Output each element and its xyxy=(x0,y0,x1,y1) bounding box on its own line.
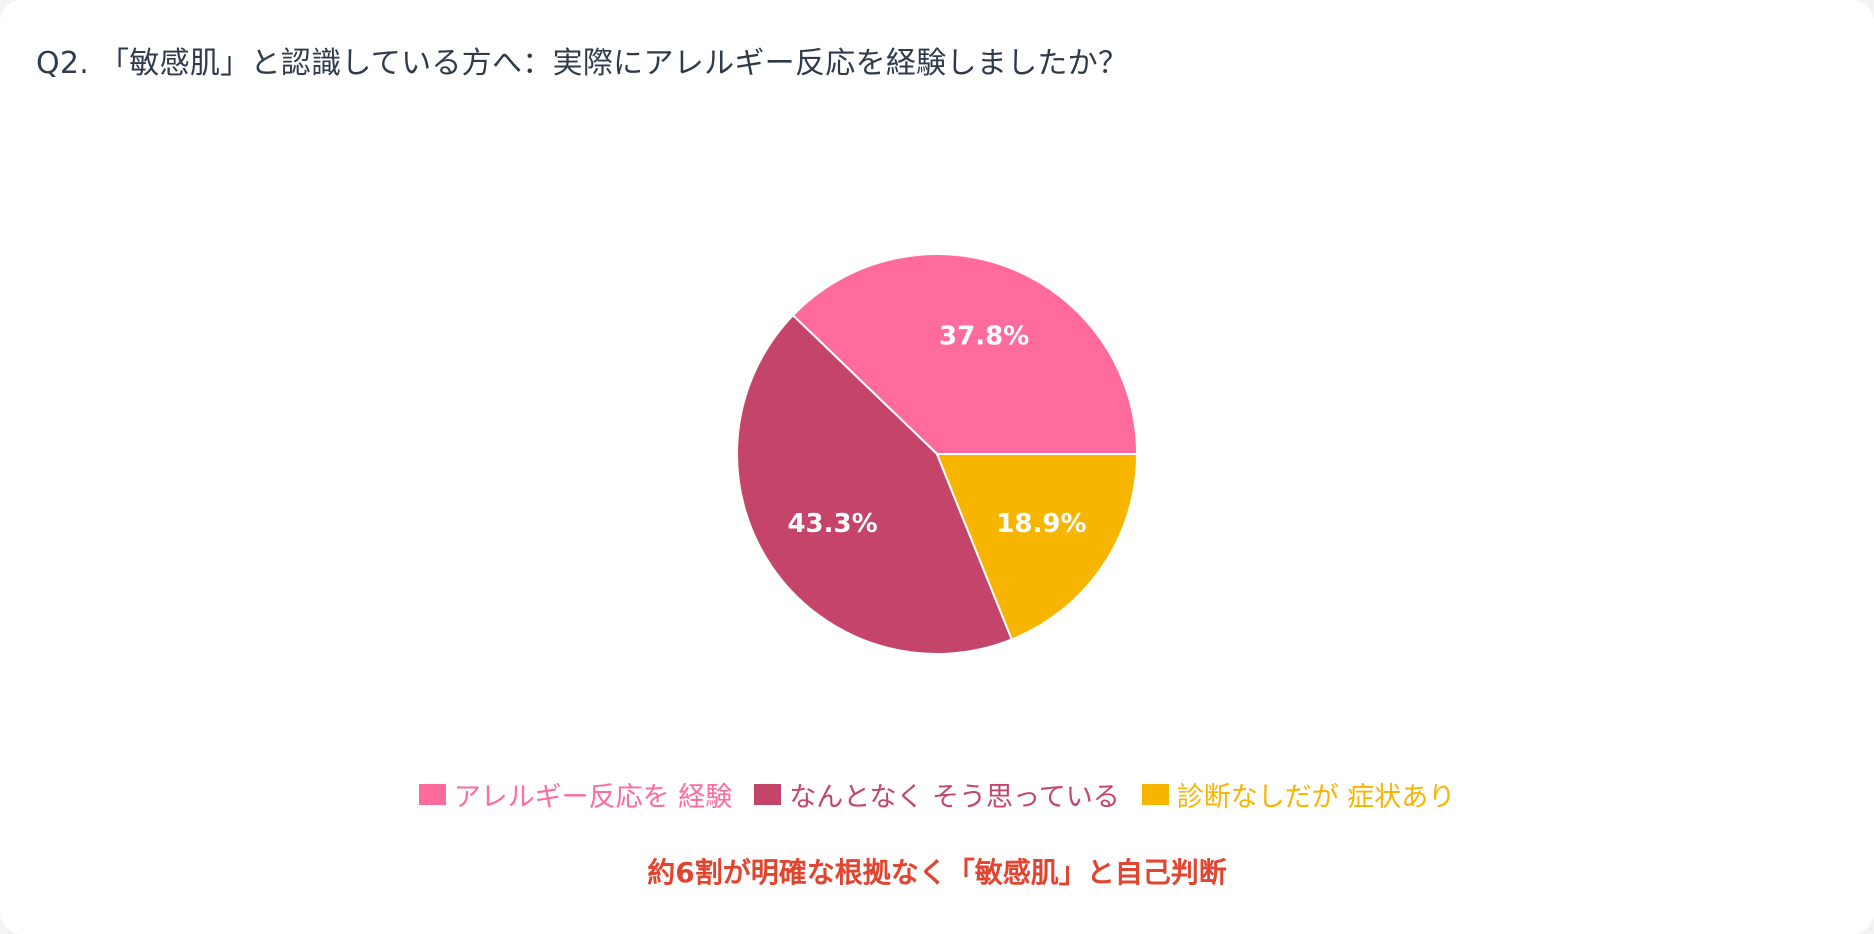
pie-slice-label: 37.8% xyxy=(939,322,1029,352)
pie-slice-label: 18.9% xyxy=(996,509,1086,539)
legend-label: アレルギー反応を 経験 xyxy=(454,775,733,814)
legend-item[interactable]: なんとなく そう思っている xyxy=(754,775,1119,814)
legend-label: 診断なしだが 症状あり xyxy=(1177,775,1456,814)
legend-item[interactable]: 診断なしだが 症状あり xyxy=(1142,775,1456,814)
legend-label: なんとなく そう思っている xyxy=(789,775,1119,814)
chart-legend: アレルギー反応を 経験 なんとなく そう思っている 診断なしだが 症状あり xyxy=(0,775,1874,814)
chart-caption: 約6割が明確な根拠なく「敏感肌」と自己判断 xyxy=(0,851,1874,891)
legend-swatch xyxy=(754,784,781,805)
pie-slice-label: 43.3% xyxy=(787,509,877,539)
legend-swatch xyxy=(1142,784,1169,805)
legend-item[interactable]: アレルギー反応を 経験 xyxy=(419,775,733,814)
legend-swatch xyxy=(419,784,446,805)
